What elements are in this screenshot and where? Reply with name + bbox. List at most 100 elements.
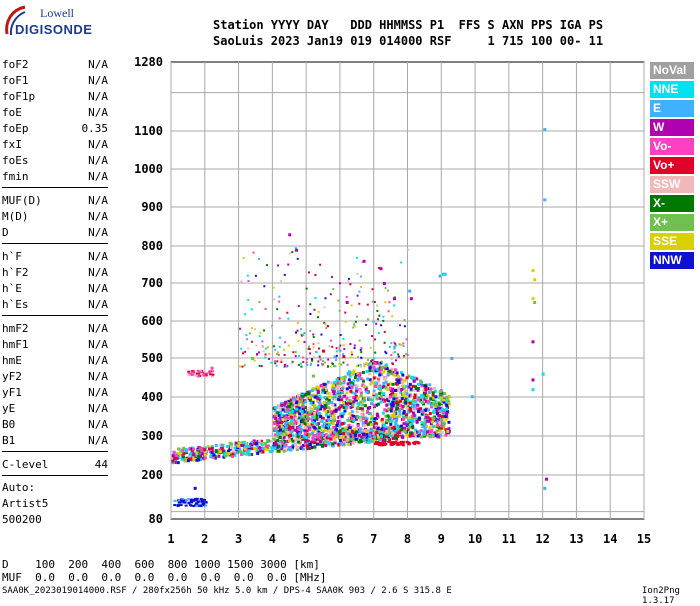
echo-mark <box>249 442 253 446</box>
echo-mark <box>372 391 376 395</box>
echo-mark <box>225 444 229 448</box>
echo-mark <box>358 388 362 392</box>
echo-mark <box>384 435 388 439</box>
echo-mark <box>177 447 181 451</box>
legend-item: NNE <box>650 81 694 98</box>
echo-mark <box>283 348 286 351</box>
echo-mark <box>300 445 304 449</box>
echo-mark <box>384 301 387 304</box>
echo-mark <box>364 390 368 394</box>
param-name: B0 <box>2 418 16 431</box>
echo-mark <box>442 398 446 402</box>
echo-mark <box>404 403 408 407</box>
echo-mark <box>303 428 307 432</box>
echo-mark <box>300 334 303 337</box>
echo-mark <box>188 446 192 450</box>
echo-mark <box>203 446 207 450</box>
echo-point <box>251 357 255 360</box>
x-tick-label: 3 <box>235 532 242 546</box>
echo-mark <box>441 421 445 425</box>
echo-mark <box>346 435 350 439</box>
echo-mark <box>299 419 303 423</box>
echo-mark <box>343 375 347 379</box>
echo-mark <box>309 312 312 315</box>
echo-mark <box>280 403 284 407</box>
echo-mark <box>445 410 449 414</box>
echo-mark <box>388 433 392 437</box>
legend-item: Vo+ <box>650 157 694 174</box>
echo-mark <box>392 425 396 429</box>
echo-mark <box>381 398 385 402</box>
muf-row: MUF 0.0 0.0 0.0 0.0 0.0 0.0 0.0 0.0 [MHz… <box>2 571 327 584</box>
echo-mark <box>419 379 423 383</box>
echo-mark <box>361 432 365 436</box>
echo-mark <box>377 377 381 381</box>
echo-mark <box>347 442 351 446</box>
echo-mark <box>182 458 186 462</box>
echo-mark <box>181 455 185 459</box>
echo-mark <box>308 432 312 436</box>
echo-mark <box>194 374 198 377</box>
echo-point <box>295 248 299 252</box>
echo-mark <box>368 378 372 382</box>
echo-mark <box>210 453 214 457</box>
echo-mark <box>181 497 185 500</box>
echo-mark <box>321 390 325 394</box>
echo-mark <box>356 396 360 400</box>
echo-mark <box>439 418 443 422</box>
param-value: N/A <box>88 322 108 335</box>
echo-mark <box>364 419 368 423</box>
echo-mark <box>393 373 397 377</box>
echo-mark <box>327 358 330 361</box>
echo-mark <box>277 353 280 356</box>
echo-mark <box>338 349 341 352</box>
echo-mark <box>263 285 266 288</box>
echo-mark <box>252 251 255 254</box>
echo-mark <box>378 438 382 442</box>
echo-mark <box>172 450 176 454</box>
echo-mark <box>308 428 312 432</box>
echo-mark <box>194 371 198 374</box>
echo-mark <box>274 428 278 432</box>
echo-mark <box>334 406 338 410</box>
echo-mark <box>297 304 300 307</box>
echo-mark <box>384 443 388 446</box>
echo-mark <box>361 384 365 388</box>
param-value: N/A <box>88 74 108 87</box>
echo-mark <box>416 388 420 392</box>
echo-mark <box>279 415 283 419</box>
echo-mark <box>305 439 309 443</box>
echo-mark <box>424 384 428 388</box>
echo-mark <box>198 372 202 375</box>
echo-mark <box>400 434 404 438</box>
echo-mark <box>435 410 439 414</box>
echo-mark <box>247 299 250 302</box>
echo-mark <box>443 408 447 412</box>
echo-mark <box>287 402 291 406</box>
echo-mark <box>291 439 295 443</box>
echo-mark <box>423 424 427 428</box>
echo-mark <box>387 310 390 313</box>
echo-mark <box>242 445 246 449</box>
echo-mark <box>424 388 428 392</box>
echo-mark <box>422 388 426 392</box>
echo-mark <box>354 320 357 323</box>
echo-mark <box>247 453 251 457</box>
echo-mark <box>375 441 379 444</box>
echo-mark <box>317 412 321 416</box>
param-name: foE <box>2 106 22 119</box>
echo-mark <box>388 402 392 406</box>
echo-mark <box>248 332 251 335</box>
echo-mark <box>371 288 374 291</box>
echo-mark <box>332 362 335 365</box>
echo-mark <box>380 360 383 363</box>
echo-mark <box>395 388 399 392</box>
echo-mark <box>368 366 372 370</box>
echo-mark <box>261 446 265 450</box>
echo-mark <box>297 340 300 343</box>
echo-mark <box>354 394 358 398</box>
echo-mark <box>352 414 356 418</box>
x-tick-label: 9 <box>438 532 445 546</box>
echo-mark <box>308 390 312 394</box>
echo-mark <box>258 335 261 338</box>
